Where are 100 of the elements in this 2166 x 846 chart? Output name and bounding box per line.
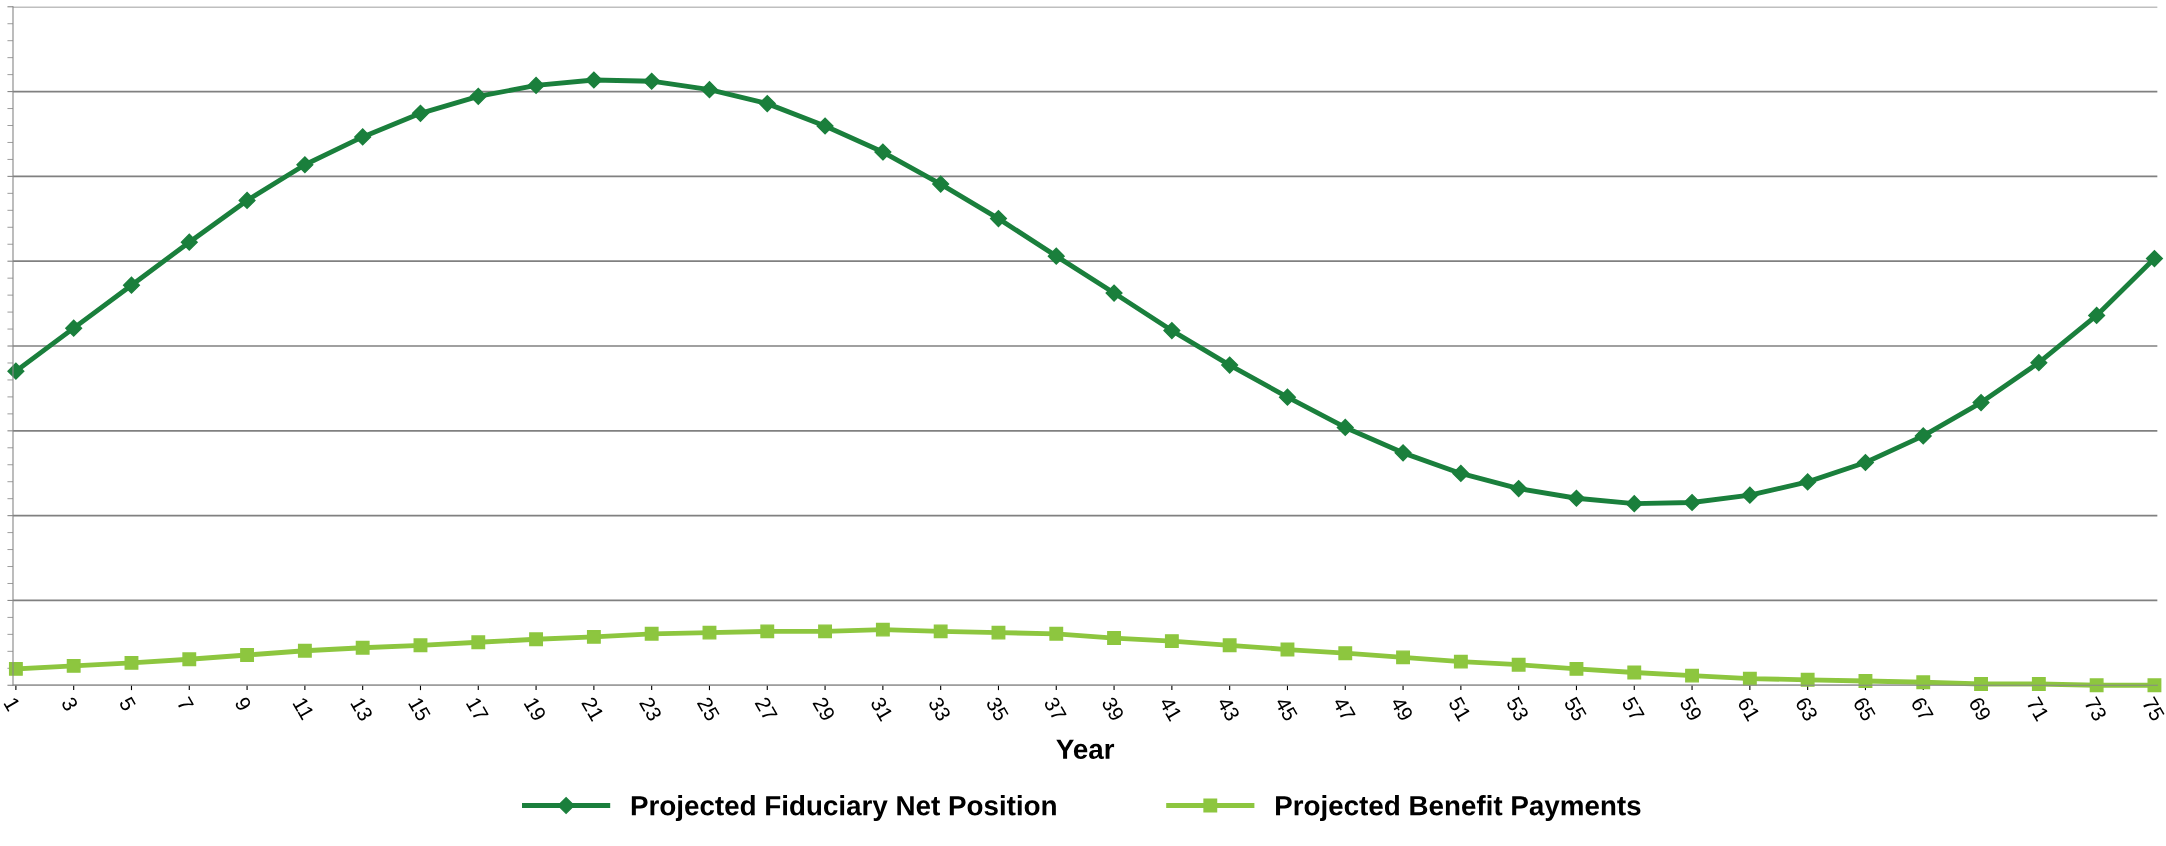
x-tick-label: 21 [581,696,605,722]
point [182,652,197,667]
point [469,87,487,105]
point [355,640,370,655]
x-tick-label: 9 [234,696,252,712]
x-tick-label: 43 [1216,695,1241,722]
point [1914,427,1932,445]
x-tick-label: 17 [466,696,489,722]
x-tick-label: 27 [754,696,778,722]
point [1452,464,1470,482]
point [1856,453,1874,472]
x-tick-label: 15 [408,696,431,722]
point [1163,322,1181,340]
point [1742,671,1757,686]
point [1974,677,1989,691]
x-tick-label: 51 [1448,696,1472,722]
x-tick-label: 71 [2026,696,2050,722]
point [1741,486,1759,504]
x-tick-label: 7 [176,696,194,712]
point [297,643,312,658]
point [1336,418,1354,436]
x-tick-label: 65 [1852,696,1877,722]
point [818,624,833,639]
x-tick-label: 41 [1159,695,1183,722]
x-tick-label: 47 [1332,695,1356,722]
point [1278,388,1297,406]
point [180,233,198,251]
x-tick-label: 49 [1390,695,1414,722]
x-tick-label: 55 [1563,696,1587,722]
point [1394,444,1412,462]
point [354,128,372,146]
x-tick-label: 67 [1910,696,1934,722]
x-axis-title: Year [1056,739,1115,760]
point [411,104,430,122]
x-tick-label: 5 [118,696,137,712]
x-tick-label: 13 [350,696,374,722]
point [1164,634,1179,649]
x-tick-label: 45 [1274,695,1298,722]
point [1396,650,1411,665]
x-tick-label: 11 [292,696,315,721]
point [1799,473,1817,491]
point [238,191,256,210]
x-tick-label: 3 [60,695,79,712]
point [875,622,890,637]
legend-label: Projected Fiduciary Net Position [631,795,1056,821]
point [1049,626,1064,641]
point [2031,677,2046,691]
point [1683,493,1701,512]
x-tick-label: 33 [927,695,952,722]
point [1569,661,1584,676]
point [1916,675,1931,690]
point [758,95,776,113]
point [874,143,892,161]
x-tick-label: 25 [696,696,721,722]
point [1625,495,1643,513]
point [586,629,601,644]
x-tick-label: 75 [2141,696,2165,722]
point [1453,654,1468,669]
point [1105,284,1123,302]
point [1685,668,1700,683]
point [527,76,545,95]
point [1047,247,1065,265]
x-tick-label: 73 [2083,696,2108,722]
point [991,625,1006,640]
point [643,72,661,90]
point [529,632,544,647]
x-tick-label: 59 [1679,695,1703,722]
point [1511,657,1526,672]
x-tick-label: 57 [1621,696,1645,722]
point [65,319,83,337]
legend-label: Projected Benefit Payments [1276,795,1641,821]
point [1107,631,1122,645]
point [2088,306,2106,325]
point [816,117,834,135]
point [933,624,948,639]
point [932,175,950,193]
point [124,655,139,670]
x-tick-label: 31 [870,695,894,722]
point [585,71,603,89]
x-tick-label: 29 [812,696,836,722]
point [702,625,717,640]
point [413,638,428,653]
point [1972,394,1990,412]
point [296,156,314,174]
x-tick-label: 39 [1101,695,1125,722]
x-tick-label: 37 [1043,695,1067,722]
point [2089,678,2104,693]
x-tick-label: 63 [1794,696,1819,722]
x-tick-label: 19 [523,696,547,722]
point [1567,489,1586,507]
point [240,648,255,662]
point [700,81,719,99]
point [1222,638,1237,653]
x-tick-label: 35 [985,695,1010,722]
point [66,658,81,673]
point [1510,479,1528,498]
point [471,635,486,650]
point [2145,250,2163,268]
x-tick-label: 53 [1505,695,1530,722]
point [122,276,141,294]
